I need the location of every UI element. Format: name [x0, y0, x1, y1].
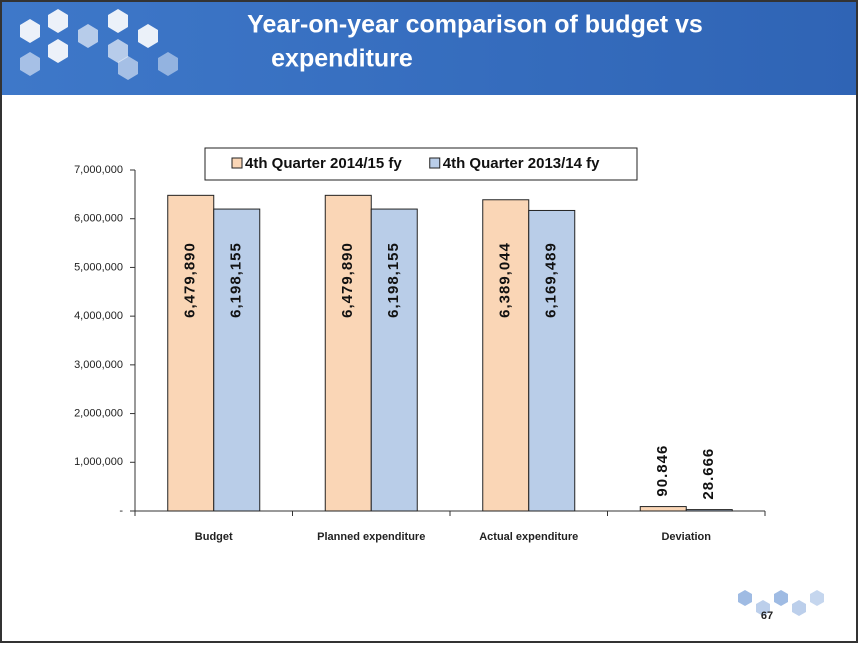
hex-decoration-footer [738, 590, 824, 616]
x-tick-label: Budget [195, 531, 233, 543]
legend-label: 4th Quarter 2013/14 fy [443, 155, 600, 172]
value-label: 90.846 [654, 445, 671, 497]
legend-swatch [429, 157, 441, 169]
y-tick-label: 4,000,000 [74, 310, 123, 322]
bar [639, 506, 687, 512]
x-tick-label: Planned expenditure [317, 531, 425, 543]
value-label: 6,479,890 [182, 242, 199, 318]
value-label: 6,479,890 [339, 242, 356, 318]
bar [370, 208, 418, 512]
value-label: 6,169,489 [543, 242, 560, 318]
chart: - 1,000,000 2,000,000 3,000,000 4,000,000 5,0… [74, 147, 766, 543]
y-tick-label: 2,000,000 [74, 407, 123, 419]
y-tick-label: - [119, 505, 123, 517]
y-tick-label: 6,000,000 [74, 213, 123, 225]
y-tick-label: 3,000,000 [74, 359, 123, 371]
hex-decoration [20, 9, 178, 80]
legend: 4th Quarter 2014/15 fy 4th Quarter 2013/1… [204, 147, 638, 181]
value-label: 6,198,155 [228, 242, 245, 318]
page-number: 67 [761, 610, 773, 622]
value-label: 28.666 [700, 448, 717, 500]
title-line: expenditure [271, 45, 413, 73]
bar [324, 194, 372, 512]
y-tick-label: 5,000,000 [74, 261, 123, 273]
header-band [2, 2, 856, 95]
value-label: 6,389,044 [497, 242, 514, 318]
title-line: Year-on-year comparison of budget vs [247, 11, 703, 39]
x-tick-label: Deviation [661, 531, 711, 543]
legend-swatch [231, 157, 243, 169]
y-tick-label: 1,000,000 [74, 456, 123, 468]
y-tick-label: 7,000,000 [74, 164, 123, 176]
bar [685, 509, 733, 512]
x-tick-label: Actual expenditure [479, 531, 578, 543]
value-label: 6,198,155 [385, 242, 402, 318]
legend-box [204, 147, 638, 181]
legend-label: 4th Quarter 2014/15 fy [245, 155, 402, 172]
bar [213, 208, 261, 512]
bar [528, 209, 576, 512]
